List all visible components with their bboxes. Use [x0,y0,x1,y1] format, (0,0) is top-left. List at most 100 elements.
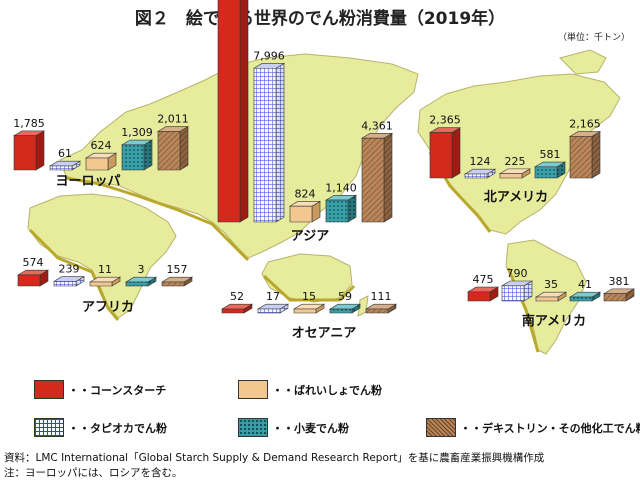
bar-front-wheat [121,144,145,171]
bar-front-wheat [125,281,149,287]
bar-front-potato [289,205,313,223]
bar-side-corn [239,0,249,223]
bar-front-corn [467,291,491,302]
value-label: 1,140 [325,181,357,194]
bar-front-dextrin [603,293,627,302]
value-label: 824 [295,187,316,200]
value-label: 1,785 [13,117,45,130]
bar-front-tapioca [464,173,488,179]
bar-potato [498,168,532,179]
value-label: 7,996 [253,49,285,62]
bar-front-tapioca [49,165,73,171]
value-label-layer: 1,785616241,3092,01113,5227,9968241,1404… [13,49,629,303]
region-label: ヨーロッパ [55,174,120,189]
bar-front-potato [535,296,559,302]
region-label: アジア [291,229,329,244]
bar-front-corn [429,132,453,179]
bar-front-tapioca [53,281,77,287]
bar-side-corn [35,130,45,171]
bar-front-wheat [325,199,349,223]
bar-dextrin [360,132,394,223]
legend-label-corn: ・・コーンスターチ [68,383,167,397]
bar-wheat [124,276,158,287]
bar-potato [88,276,122,287]
value-label: 4,361 [361,119,393,132]
bar-front-wheat [534,166,558,179]
bar-tapioca [500,280,534,302]
africa-landmass [27,193,177,319]
value-label: 2,011 [157,113,189,126]
notes: 資料：LMC International「Global Starch Suppl… [4,451,544,481]
bar-dextrin [160,276,194,287]
legend-swatch-wheat [238,418,268,437]
value-label: 61 [58,147,72,160]
bar-corn [16,269,50,287]
bar-layer [12,0,636,314]
bar-dextrin [568,131,602,179]
value-label: 15 [302,290,316,303]
bar-front-wheat [329,308,353,314]
legend-item-corn: ・・コーンスターチ [34,380,166,399]
legend-swatch-dextrin [426,418,456,437]
value-label: 52 [230,290,244,303]
bar-side-dextrin [179,126,189,171]
greenland-landmass [559,49,607,75]
value-label: 11 [98,263,112,276]
bar-side-dextrin [383,132,393,223]
bar-front-dextrin [569,136,593,179]
bar-potato [84,152,118,171]
legend-item-tapioca: ・・タピオカでん粉 [34,418,167,437]
value-label: 2,365 [429,114,461,127]
value-label: 225 [505,155,526,168]
legend-label-wheat: ・・小麦でん粉 [272,421,349,435]
bar-front-corn [13,135,37,171]
value-label: 157 [167,263,188,276]
bar-front-potato [89,281,113,287]
legend-item-potato: ・・ばれいしょでん粉 [238,380,382,399]
bar-wheat [533,161,567,179]
bar-front-dextrin [161,281,185,287]
legend-item-dextrin: ・・デキストリン・その他化工でん粉 [426,418,640,437]
bar-wheat [568,291,602,302]
bar-wheat [328,303,362,314]
bar-front-potato [499,173,523,179]
value-label: 124 [470,155,491,168]
bar-corn [428,127,462,179]
bar-side-tapioca [275,62,285,223]
legend-item-wheat: ・・小麦でん粉 [238,418,349,437]
value-label: 3 [138,263,145,276]
bar-front-corn [217,0,241,223]
bar-dextrin [156,126,190,171]
unit-label: （単位：千トン） [557,33,630,43]
bar-side-corn [451,127,461,179]
value-label: 581 [540,148,561,161]
bar-front-dextrin [361,137,385,223]
bar-dextrin [364,303,398,314]
legend-swatch-tapioca [34,418,64,437]
value-label: 624 [91,139,112,152]
bar-front-corn [17,274,41,287]
bar-front-tapioca [501,285,525,302]
value-label: 17 [266,290,280,303]
bar-potato [292,303,326,314]
legend-swatch-corn [34,380,64,399]
bar-potato [534,291,568,302]
bar-front-wheat [569,296,593,302]
legend-swatch-potato [238,380,268,399]
bar-front-dextrin [365,308,389,314]
bar-potato [288,200,322,223]
bar-front-potato [293,308,317,314]
value-label: 111 [371,290,392,303]
region-label: アフリカ [82,300,134,315]
bar-side-wheat [143,139,153,171]
legend-label-dextrin: ・・デキストリン・その他化工でん粉 [460,421,640,435]
value-label: 574 [23,256,44,269]
legend-label-potato: ・・ばれいしょでん粉 [272,383,382,397]
bar-tapioca [256,303,290,314]
value-label: 35 [544,278,558,291]
value-label: 41 [578,278,592,291]
bar-tapioca [52,276,86,287]
bar-wheat [120,139,154,171]
